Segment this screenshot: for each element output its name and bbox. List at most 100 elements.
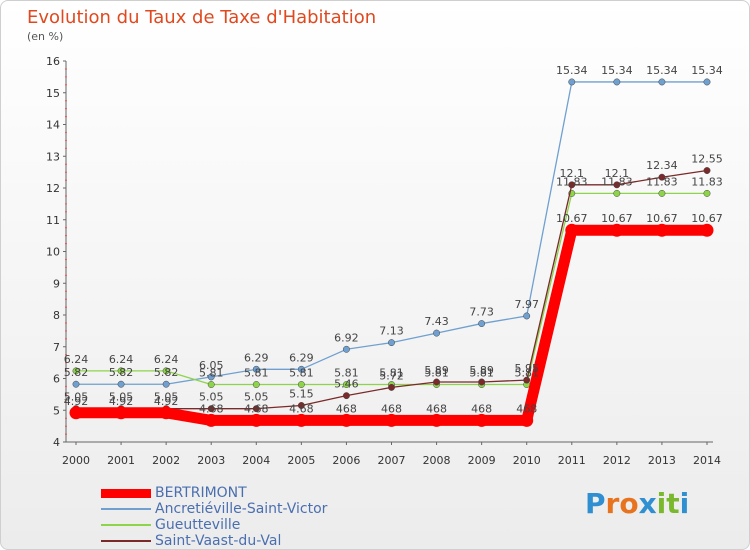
data-label: 5.05 [199,391,224,404]
data-point [610,223,624,237]
data-label: 10.67 [646,212,678,225]
data-label: 5.81 [424,367,449,380]
data-label: 6.24 [154,353,179,366]
proxiti-logo: Proxiti [585,487,689,520]
data-point [475,413,489,427]
chart-title: Evolution du Taux de Taxe d'Habitation [27,7,377,28]
data-point [204,413,218,427]
y-minor-mark [65,147,67,150]
data-point [388,383,395,391]
y-minor-mark [65,131,67,134]
data-point [523,312,531,320]
y-minor-mark [65,115,67,118]
y-minor-mark [65,266,67,269]
data-point [339,413,353,427]
data-point [655,223,669,237]
data-point [117,380,125,388]
y-minor-mark [65,139,67,142]
data-point [385,413,398,427]
data-label: 6.24 [64,353,89,366]
data-label: 468 [336,402,357,415]
data-point [162,380,170,388]
data-label: 6.29 [244,351,269,364]
data-label: 4.92 [64,395,89,408]
data-point [342,381,350,388]
data-point [703,78,711,86]
data-point [703,167,711,174]
x-tick-label: 2009 [468,454,496,467]
y-minor-mark [65,330,67,332]
data-point [388,339,395,347]
y-minor-mark [65,76,67,78]
data-point [565,223,579,237]
data-label: 5.81 [514,367,539,380]
logo-letter: o [619,487,639,520]
data-label: 5.81 [244,367,269,380]
legend-swatch [101,524,151,526]
y-tick-label: 11 [46,214,60,227]
y-minor-mark [65,258,67,261]
data-point [520,413,534,427]
y-minor-mark [65,211,67,213]
data-label: 468 [516,402,537,415]
data-label: 15.34 [691,64,723,77]
data-point [658,173,666,181]
data-label: 7.43 [424,315,449,328]
legend-swatch [101,508,151,510]
x-tick-label: 2008 [423,454,451,467]
x-tick-label: 2000 [62,454,90,467]
logo-letter: i [656,487,667,520]
data-point [433,378,441,386]
y-minor-mark [65,179,67,181]
x-tick-label: 2006 [332,454,360,467]
logo-letter: x [638,487,657,520]
y-minor-mark [65,242,67,245]
data-label: 15.34 [646,64,678,77]
legend-label: Gueutteville [155,517,241,533]
x-tick-label: 2011 [558,454,586,467]
data-label: 7.97 [514,298,539,311]
legend-label: BERTRIMONT [155,485,247,501]
data-label: 11.83 [556,175,588,188]
data-label: 5.05 [154,391,179,404]
y-minor-mark [65,425,67,427]
data-label: 5.95 [514,362,539,375]
data-point [72,380,80,388]
data-label: 5.81 [379,367,404,380]
data-point [342,392,350,400]
y-minor-mark [65,385,67,388]
x-tick-label: 2007 [378,454,406,467]
data-label: 5.72 [379,369,404,382]
data-label: 468 [471,402,492,415]
y-tick-label: 13 [46,150,60,163]
data-label: 5.81 [469,367,494,380]
legend-swatch [101,488,151,498]
x-tick-label: 2014 [693,454,721,467]
data-label: 4.92 [109,395,134,408]
y-tick-label: 12 [46,182,60,195]
data-label: 5.05 [64,391,89,404]
logo-letter: r [605,487,620,520]
legend-item: Saint-Vaast-du-Val [101,533,327,549]
data-label: 12.34 [646,159,678,172]
y-tick-label: 6 [53,373,60,386]
data-point [294,413,308,427]
data-point [478,320,486,328]
data-point [114,406,128,420]
data-label: 10.67 [601,212,633,225]
chart-legend: BERTRIMONT Ancretiéville-Saint-Victor Gueu… [101,485,327,549]
y-minor-mark [65,99,67,102]
y-tick-label: 7 [53,341,60,354]
y-tick-label: 4 [53,436,60,449]
data-label: 12.55 [691,153,723,166]
data-label: 5.82 [154,366,179,379]
data-label: 12.1 [560,167,585,180]
y-minor-mark [65,369,67,372]
data-label: 15.34 [556,64,588,77]
data-point [568,181,576,189]
y-tick-label: 9 [53,277,60,290]
x-tick-label: 2013 [648,454,676,467]
y-minor-mark [65,107,67,110]
data-label: 4.68 [289,402,314,415]
x-tick-label: 2005 [287,454,315,467]
